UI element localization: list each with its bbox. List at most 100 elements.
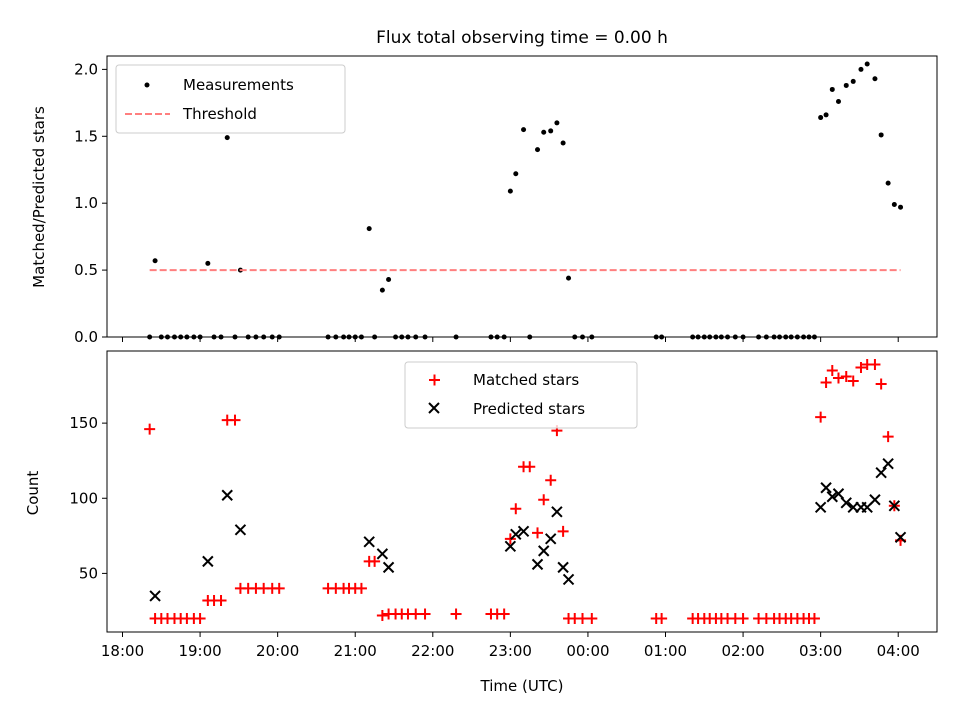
- matched-star-point: [882, 431, 894, 443]
- legend-predicted-marker: [428, 402, 440, 414]
- measurement-point: [379, 287, 385, 293]
- measurement-point: [205, 260, 211, 266]
- measurement-point: [535, 147, 541, 153]
- x-tick-label: 02:00: [721, 642, 764, 660]
- matched-star-point: [410, 608, 422, 620]
- predicted-star-point: [221, 489, 233, 501]
- matched-star-point: [419, 608, 431, 620]
- matched-star-point: [820, 377, 832, 389]
- measurement-point: [560, 140, 566, 146]
- predicted-star-point: [538, 545, 550, 557]
- matched-star-point: [369, 555, 381, 567]
- x-tick-label: 18:00: [101, 642, 144, 660]
- bottom-legend: Matched stars Predicted stars: [404, 361, 638, 429]
- predicted-star-point: [202, 555, 214, 568]
- matched-star-point: [498, 608, 510, 620]
- matched-star-point: [840, 371, 852, 383]
- matched-star-point: [510, 503, 522, 515]
- matched-star-point: [586, 612, 598, 624]
- predicted-star-point: [562, 573, 575, 586]
- predicted-star-point: [382, 561, 395, 574]
- predicted-star-point: [875, 467, 887, 479]
- top-y-tick-label: 0.0: [74, 328, 98, 346]
- predicted-star-point: [363, 536, 375, 548]
- matched-star-point: [737, 612, 749, 624]
- top-y-axis: 0.0 0.5 1.0 1.5 2.0: [74, 60, 107, 346]
- legend-matched-label: Matched stars: [473, 371, 579, 389]
- predicted-star-point: [820, 482, 832, 494]
- predicted-star-point: [551, 506, 563, 518]
- predicted-star-point: [814, 501, 827, 513]
- x-tick-label: 04:00: [877, 642, 920, 660]
- matched-star-point: [215, 594, 227, 606]
- top-legend-box: [115, 64, 346, 134]
- predicted-star-point: [149, 590, 161, 602]
- predicted-star-point: [234, 524, 247, 536]
- predicted-star-point: [544, 533, 557, 545]
- bottom-y-tick-label: 100: [69, 489, 98, 507]
- top-axes-frame: [106, 55, 938, 338]
- matched-star-point: [869, 359, 881, 371]
- matched-star-point: [847, 375, 859, 387]
- measurement-point: [872, 76, 878, 82]
- matched-star-point: [524, 461, 536, 473]
- predicted-star-point: [832, 488, 845, 500]
- measurement-point: [366, 226, 372, 232]
- x-tick-label: 21:00: [334, 642, 377, 660]
- measurement-point: [835, 98, 841, 104]
- bottom-legend-box: [404, 361, 638, 429]
- matched-star-point: [832, 372, 844, 384]
- bottom-y-axis-label: Count: [24, 471, 42, 516]
- matched-star-point: [532, 527, 544, 539]
- measurement-point: [541, 129, 547, 135]
- measurement-point: [823, 112, 829, 118]
- measurement-point: [843, 82, 849, 88]
- matched-star-point: [875, 378, 887, 390]
- measurement-point: [224, 135, 230, 141]
- matched-star-point: [815, 411, 827, 423]
- legend-threshold-label: Threshold: [182, 105, 257, 123]
- matched-star-point: [577, 612, 589, 624]
- bottom-plot-area: [144, 359, 907, 624]
- x-tick-label: 23:00: [489, 642, 532, 660]
- bottom-y-tick-label: 50: [79, 564, 98, 582]
- predicted-star-point: [510, 528, 522, 541]
- matched-star-point: [538, 494, 550, 506]
- predicted-star-point: [840, 497, 852, 509]
- matched-star-point: [557, 525, 569, 537]
- matched-star-point: [355, 582, 367, 594]
- measurement-point: [507, 188, 513, 194]
- top-y-tick-label: 0.5: [74, 261, 98, 279]
- measurement-point: [513, 171, 519, 177]
- x-tick-label: 19:00: [178, 642, 221, 660]
- legend-measurements-label: Measurements: [183, 76, 294, 94]
- x-axis-label: Time (UTC): [480, 677, 564, 695]
- matched-star-point: [376, 609, 388, 621]
- predicted-star-point: [531, 558, 544, 571]
- predicted-star-point: [869, 494, 881, 506]
- legend-matched-marker: [429, 374, 440, 386]
- x-tick-label: 00:00: [566, 642, 609, 660]
- matched-star-point: [808, 612, 820, 624]
- measurement-point: [566, 275, 572, 281]
- bottom-panel: 50 100 150 18:00 19:00 20:00 21:00 22:00 23:00 0…: [24, 350, 938, 695]
- top-legend: Measurements Threshold: [115, 64, 346, 134]
- measurement-point: [829, 86, 835, 92]
- measurement-point: [891, 202, 897, 208]
- x-tick-label: 22:00: [411, 642, 454, 660]
- predicted-star-point: [826, 491, 838, 503]
- bottom-y-tick-label: 150: [69, 414, 98, 432]
- top-panel: 0.00.51.01.52.0 Matched/Predicted stars …: [30, 55, 938, 346]
- bottom-y-axis: 50 100 150: [69, 414, 107, 582]
- top-y-tick-label: 1.0: [74, 194, 98, 212]
- predicted-star-point: [894, 531, 907, 544]
- measurement-point: [386, 276, 392, 282]
- measurement-point: [818, 115, 824, 121]
- predicted-star-point: [888, 500, 901, 512]
- matched-star-point: [826, 365, 838, 377]
- matched-star-point: [194, 612, 206, 624]
- x-tick-label: 01:00: [644, 642, 687, 660]
- top-y-tick-label: 2.0: [74, 60, 98, 78]
- matched-star-point: [545, 474, 557, 486]
